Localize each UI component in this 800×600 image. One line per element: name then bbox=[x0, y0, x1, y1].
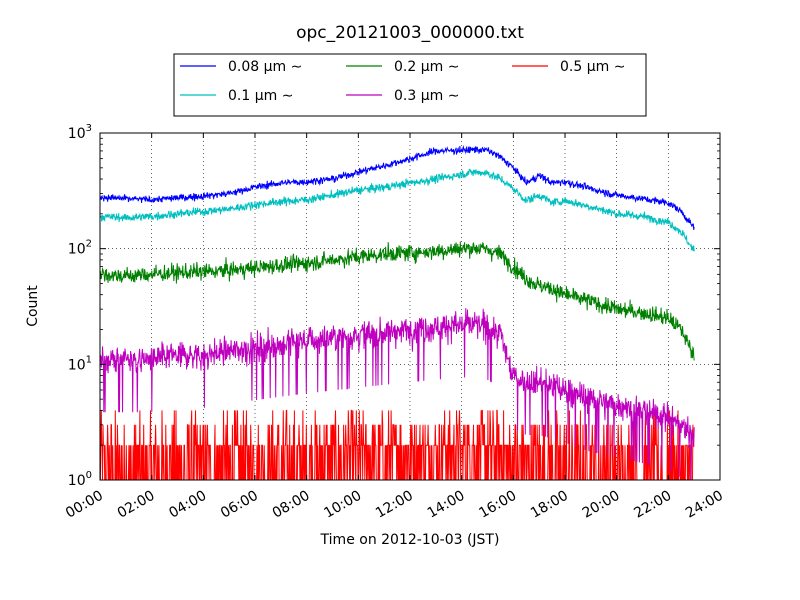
legend-entry: 0.3 μm ∼ bbox=[394, 88, 459, 104]
ticks bbox=[99, 132, 721, 481]
chart-title: opc_20121003_000000.txt bbox=[296, 23, 524, 43]
legend: 0.08 μm ∼ 0.1 μm ∼ 0.2 μm ∼ 0.3 μm ∼ 0.5 μm … bbox=[173, 53, 647, 117]
legend-entry: 0.2 μm ∼ bbox=[394, 59, 459, 75]
series-line bbox=[99, 144, 695, 230]
grid bbox=[100, 133, 720, 480]
legend-entry: 0.5 μm ∼ bbox=[560, 59, 625, 75]
legend-box bbox=[173, 53, 647, 117]
series-line bbox=[99, 308, 695, 481]
series-line bbox=[99, 168, 695, 252]
y-axis-label: Count bbox=[25, 285, 41, 327]
x-axis-label: Time on 2012-10-03 (JST) bbox=[320, 532, 500, 548]
legend-entry: 0.08 μm ∼ bbox=[228, 59, 302, 75]
legend-entry: 0.1 μm ∼ bbox=[228, 88, 293, 104]
series-line bbox=[99, 241, 695, 361]
